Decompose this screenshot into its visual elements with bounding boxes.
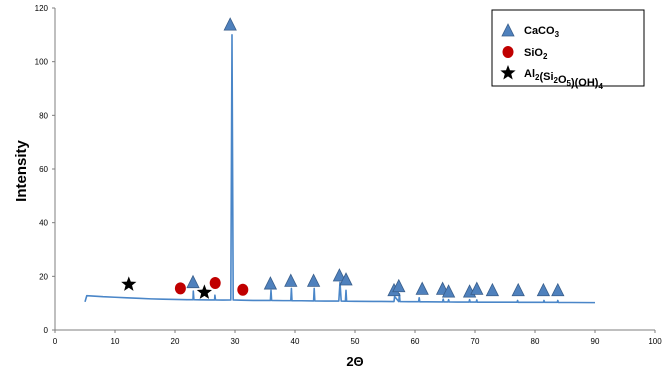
legend-marker-0: [501, 23, 515, 37]
caco3-marker: [332, 268, 347, 282]
x-tick-label: 100: [648, 337, 662, 346]
x-tick-label: 90: [591, 337, 600, 346]
legend: CaCO3 SiO2 Al2(Si2O5)(OH)4: [491, 9, 645, 91]
caco3-marker: [470, 281, 484, 295]
caco3-marker: [392, 278, 406, 293]
x-axis-label: 2Θ: [346, 354, 363, 369]
caco3-marker: [263, 276, 278, 290]
al2-si2o5-oh-4-marker: [196, 284, 213, 299]
legend-marker-2: [500, 65, 516, 80]
x-tick-label: 0: [53, 337, 58, 346]
series-line-layer: [84, 34, 596, 304]
y-tick-label: 0: [44, 326, 49, 335]
x-tick-label: 20: [171, 337, 180, 346]
x-tick-label: 30: [231, 337, 240, 346]
al2-si2o5-oh-4-marker: [121, 276, 137, 291]
x-tick-label: 50: [351, 337, 360, 346]
x-tick-label: 10: [111, 337, 120, 346]
caco3-marker: [186, 274, 200, 289]
x-tick-label: 60: [411, 337, 420, 346]
sio2-marker: [174, 282, 186, 295]
axes: 0 20 40 60 80 100 120 0 10 20 30 40 50 60 70 80 90 100: [35, 4, 663, 346]
caco3-marker: [441, 284, 456, 298]
x-tick-label: 70: [471, 337, 480, 346]
y-tick-label: 60: [39, 165, 48, 174]
caco3-marker: [536, 282, 551, 297]
caco3-marker: [485, 282, 500, 297]
y-tick-label: 20: [39, 272, 48, 281]
caco3-marker: [551, 282, 565, 297]
y-tick-label: 80: [39, 111, 48, 120]
legend-box: [491, 9, 645, 87]
legend-label: CaCO3: [524, 25, 560, 39]
legend-label: SiO2: [524, 47, 548, 61]
sio2-marker: [237, 283, 249, 296]
y-tick-label: 40: [39, 219, 48, 228]
legend-label: Al2(Si2O5)(OH)4: [524, 68, 603, 91]
series-line-0: [84, 34, 596, 304]
x-tick-label: 40: [291, 337, 300, 346]
caco3-marker: [339, 272, 353, 286]
caco3-marker: [306, 273, 321, 287]
caco3-marker: [511, 282, 525, 297]
sio2-marker: [209, 277, 221, 290]
legend-marker-1: [502, 46, 514, 58]
caco3-marker: [415, 281, 429, 295]
caco3-marker: [223, 17, 237, 31]
y-tick-label: 120: [35, 4, 49, 13]
caco3-marker: [284, 273, 298, 287]
x-tick-label: 80: [531, 337, 540, 346]
y-axis-label: Intensity: [13, 140, 30, 202]
marker-layer: [121, 17, 565, 299]
y-tick-label: 100: [35, 58, 49, 67]
